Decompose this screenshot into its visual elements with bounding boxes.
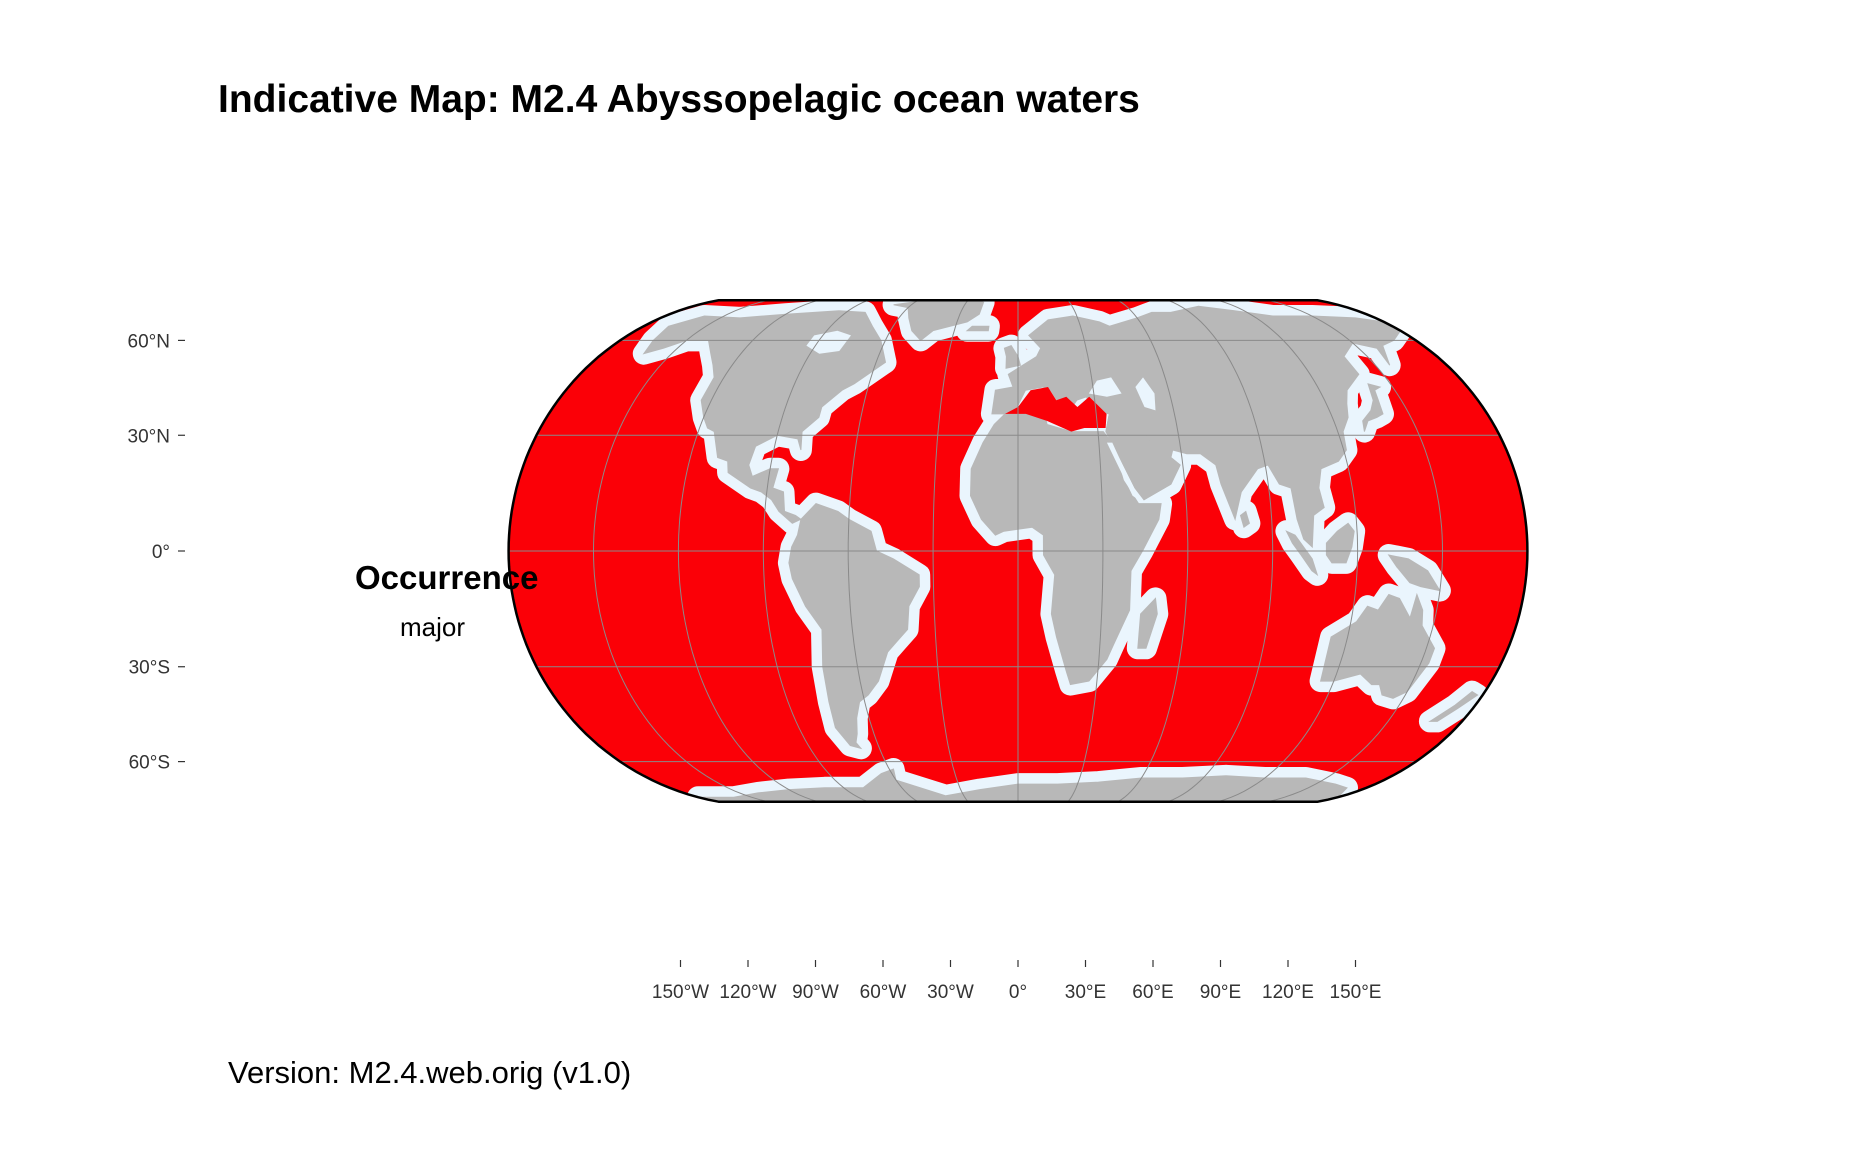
longitude-label: 150°E [1330,982,1382,1003]
sea-hudson-bay [806,330,851,354]
graticule-meridian [677,300,819,802]
graticule-meridian [1117,300,1189,802]
longitude-label: 0° [1009,982,1027,1003]
longitude-axis: 150°W 120°W 90°W 60°W 30°W 0° 30°E 60°E 90°E 120°… [652,960,1382,1003]
latitude-label: 60°N [128,331,170,352]
graticule-meridian [592,300,769,802]
sea-black-sea [1088,377,1122,397]
graticule [508,300,1528,802]
longitude-label: 150°W [652,982,709,1003]
longitude-label: 120°W [719,982,776,1003]
graticule-meridian [1217,300,1359,802]
globe-outline [507,299,1529,803]
land-new-zealand [1428,690,1479,722]
longitude-label: 60°E [1132,982,1173,1003]
longitude-label: 90°E [1200,982,1241,1003]
graticule-meridian [1067,300,1104,802]
map-title: Indicative Map: M2.4 Abyssopelagic ocean… [218,78,1140,121]
land-sri-lanka [1239,510,1250,529]
longitude-label: 90°W [792,982,839,1003]
land-sumatra [1285,530,1319,577]
legend-item-major: major [400,612,465,642]
version-caption: Version: M2.4.web.orig (v1.0) [228,1055,632,1090]
latitude-label: 30°N [128,426,170,447]
latitude-label: 60°S [129,753,170,774]
sea-caspian [1135,377,1156,411]
graticule-meridian [1267,300,1444,802]
land-japan [1362,383,1384,432]
longitude-label: 120°E [1262,982,1314,1003]
longitude-label: 60°W [860,982,907,1003]
land-north-america [642,310,887,524]
land-uk [1003,344,1022,369]
legend: Occurrence major [355,559,538,642]
land-borneo [1325,522,1355,564]
legend-title: Occurrence [355,559,538,596]
graticule-meridian [847,300,919,802]
land-australia [1319,592,1436,699]
longitude-label: 30°E [1065,982,1106,1003]
graticule-meridian [932,300,969,802]
land-madagascar [1137,597,1158,649]
latitude-label: 30°S [129,658,170,679]
longitude-label: 30°W [927,982,974,1003]
land-new-guinea [1387,554,1441,592]
graticule-meridian [1167,300,1274,802]
latitude-axis: 60°N 30°N 0° 30°S 60°S [128,331,185,774]
latitude-label: 0° [152,542,170,563]
sea-mediterranean [1005,387,1107,432]
land-arabia-cut [1105,409,1181,501]
land-greenland [893,300,985,342]
sea-red-sea [1106,442,1139,500]
graticule-meridian [762,300,869,802]
land-iceland [965,325,990,332]
